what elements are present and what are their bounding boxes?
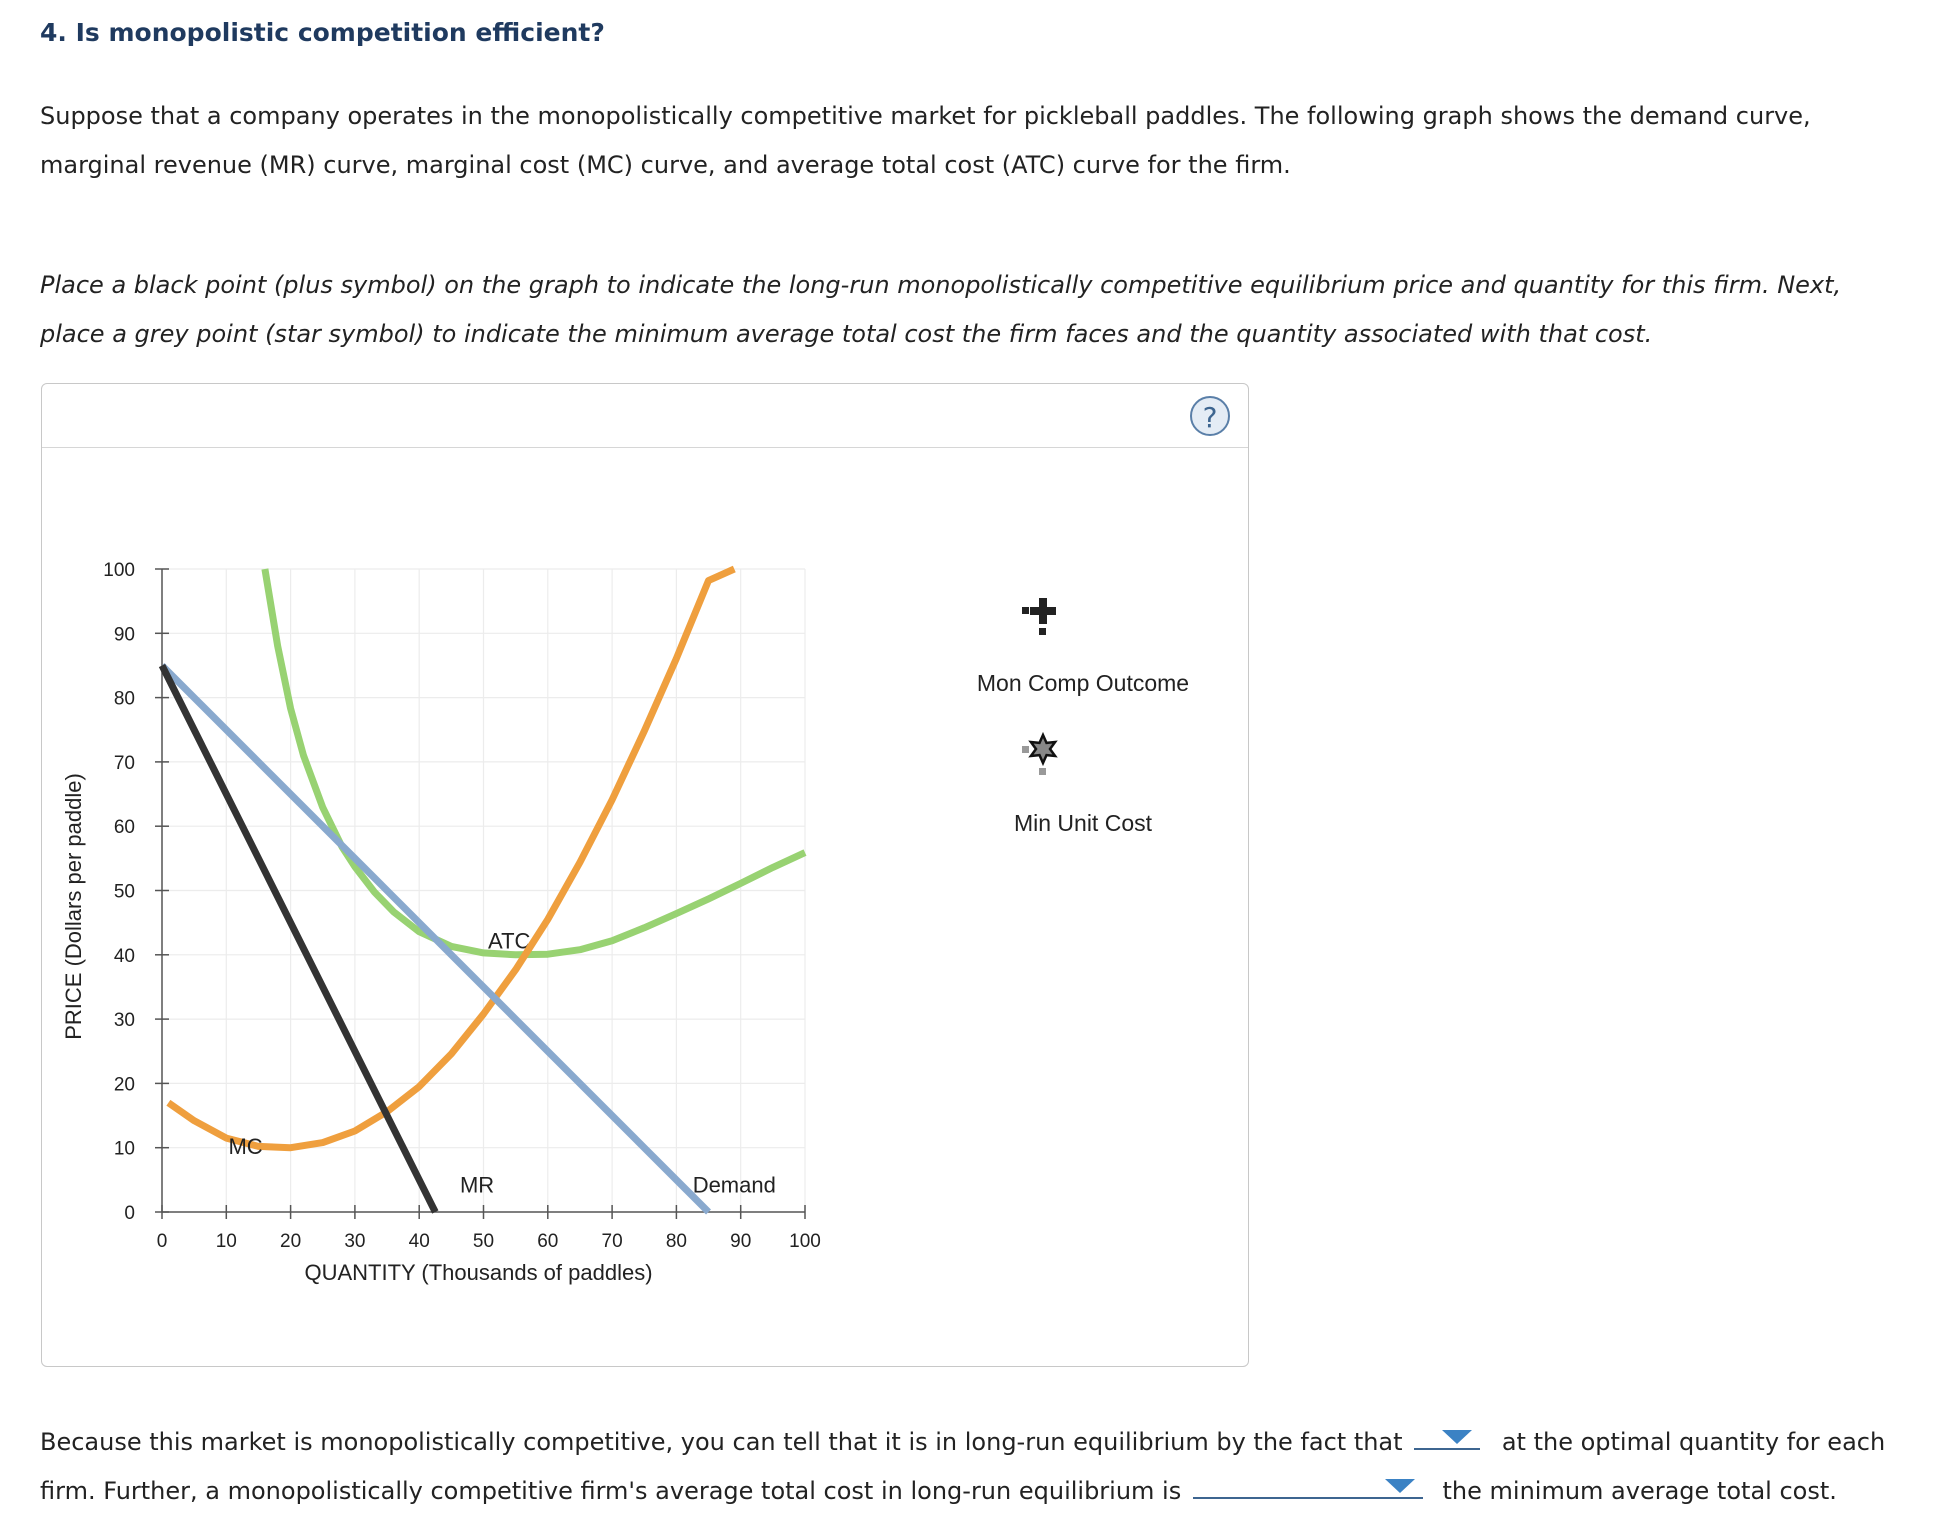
- x-tick-label: 90: [730, 1231, 751, 1252]
- y-tick-label: 40: [114, 946, 135, 967]
- dropdown-equilibrium-condition[interactable]: [1414, 1418, 1481, 1450]
- x-tick-label: 80: [666, 1231, 687, 1252]
- instructions-text: Place a black point (plus symbol) on the…: [40, 261, 1920, 359]
- answer-line-2-end: the minimum average total cost.: [1442, 1477, 1837, 1505]
- answer-text: Because this market is monopolistically …: [40, 1418, 1940, 1516]
- demand-curve[interactable]: [159, 663, 711, 1215]
- chevron-down-icon: [1384, 1479, 1415, 1493]
- y-tick-label: 60: [114, 817, 135, 838]
- instructions-line-1: Place a black point (plus symbol) on the…: [40, 271, 1842, 299]
- answer-line-1: Because this market is monopolistically …: [40, 1418, 1940, 1467]
- mr-curve-label: MR: [460, 1173, 494, 1198]
- chevron-down-icon: [1442, 1430, 1473, 1444]
- intro-line-1: Suppose that a company operates in the m…: [40, 102, 1811, 130]
- x-tick-label: 60: [537, 1231, 558, 1252]
- question-title: 4. Is monopolistic competition efficient…: [40, 18, 605, 47]
- tool-label-min-unit-cost: Min Unit Cost: [1013, 810, 1153, 836]
- atc-curve-label: ATC: [488, 928, 530, 953]
- y-tick-label: 10: [114, 1139, 135, 1160]
- tool-label-mon-comp-outcome: Mon Comp Outcome: [976, 670, 1190, 696]
- y-tick-label: 20: [114, 1074, 135, 1095]
- mon-comp-outcome-handle[interactable]: [1022, 607, 1029, 614]
- mc-curve-label: MC: [228, 1134, 262, 1159]
- intro-text: Suppose that a company operates in the m…: [40, 92, 1920, 190]
- min-unit-cost-handle[interactable]: [1022, 746, 1029, 753]
- x-tick-label: 50: [473, 1231, 494, 1252]
- y-tick-label: 80: [114, 689, 135, 710]
- x-tick-label: 100: [789, 1231, 821, 1252]
- intro-line-2: marginal revenue (MR) curve, marginal co…: [40, 151, 1291, 179]
- x-tick-label: 0: [157, 1231, 168, 1252]
- graph-panel-header: ?: [42, 384, 1248, 448]
- star-icon[interactable]: [1028, 731, 1058, 767]
- instructions-line-2: place a grey point (star symbol) to indi…: [40, 320, 1653, 348]
- answer-line-2: firm. Further, a monopolistically compet…: [40, 1467, 1940, 1516]
- plus-icon[interactable]: [1030, 598, 1056, 624]
- y-tick-label: 0: [124, 1203, 135, 1224]
- answer-line-2-start: firm. Further, a monopolistically compet…: [40, 1477, 1182, 1505]
- graph-panel: ? 0 10 20 30 40 50 60 70 80 90 100 0 10 20 30 40 50 60 70 8…: [41, 383, 1249, 1367]
- mr-curve[interactable]: [158, 663, 439, 1214]
- y-tick-label: 90: [114, 624, 135, 645]
- y-tick-label: 100: [103, 560, 135, 581]
- dropdown-atc-comparison[interactable]: [1192, 1467, 1423, 1499]
- x-tick-label: 70: [602, 1231, 623, 1252]
- x-tick-label: 20: [280, 1231, 301, 1252]
- y-tick-label: 70: [114, 753, 135, 774]
- answer-line-1-start: Because this market is monopolistically …: [40, 1428, 1403, 1456]
- x-tick-label: 40: [409, 1231, 430, 1252]
- x-tick-label: 10: [216, 1231, 237, 1252]
- y-tick-label: 50: [114, 882, 135, 903]
- demand-curve-label: Demand: [693, 1173, 776, 1198]
- mc-curve[interactable]: [166, 565, 736, 1152]
- atc-curve[interactable]: [261, 568, 807, 959]
- x-tick-label: 30: [344, 1231, 365, 1252]
- help-button[interactable]: ?: [1190, 396, 1230, 436]
- mon-comp-outcome-drag-dot[interactable]: [1039, 628, 1046, 635]
- y-axis-label: PRICE (Dollars per paddle): [61, 773, 86, 1040]
- x-axis-label: QUANTITY (Thousands of paddles): [304, 1260, 652, 1285]
- y-tick-label: 30: [114, 1010, 135, 1031]
- min-unit-cost-drag-dot[interactable]: [1039, 768, 1046, 775]
- answer-line-1-end: at the optimal quantity for each: [1501, 1428, 1886, 1456]
- graph-canvas[interactable]: 0 10 20 30 40 50 60 70 80 90 100 0 10 20 30 40 50 60 70 80 9…: [42, 384, 1250, 1368]
